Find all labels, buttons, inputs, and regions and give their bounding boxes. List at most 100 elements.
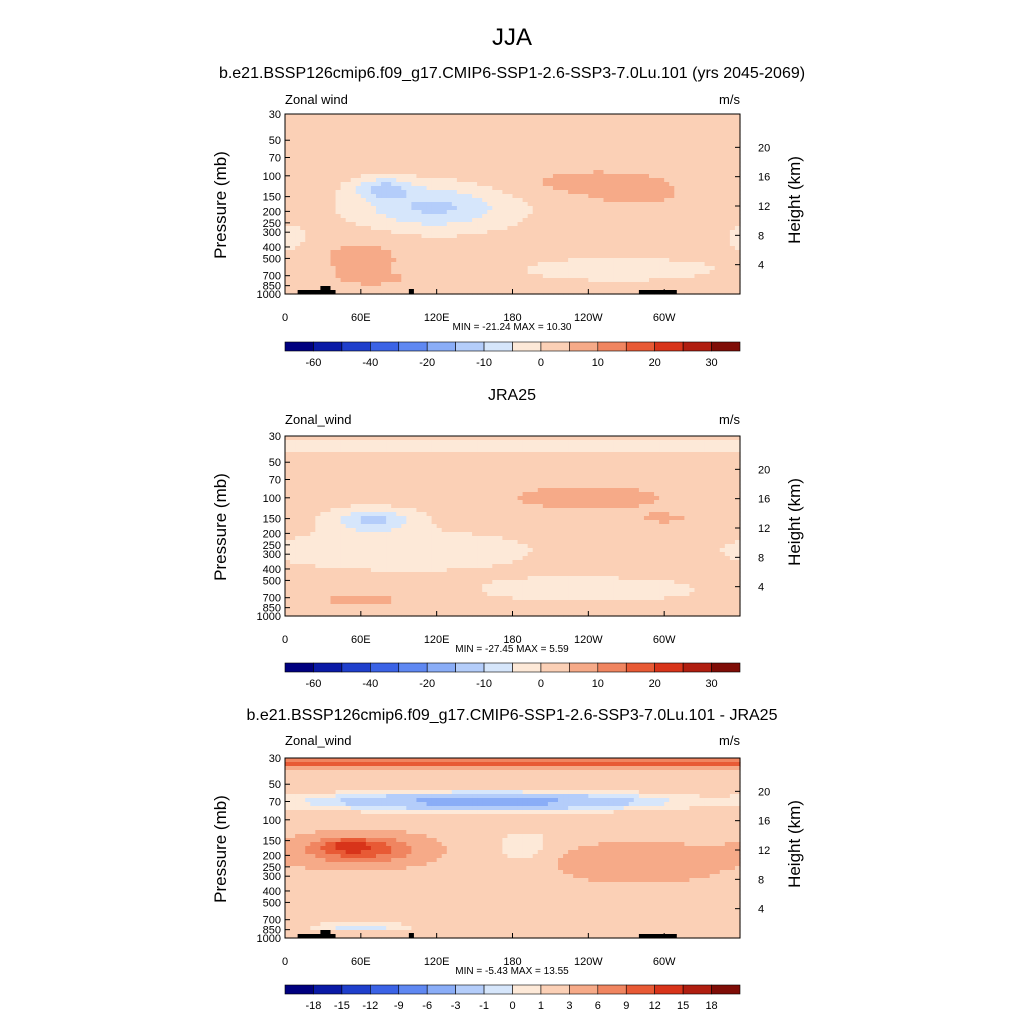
contour-cell (613, 130, 620, 135)
contour-cell (325, 452, 332, 457)
contour-cell (628, 190, 635, 195)
contour-cell (502, 194, 509, 199)
contour-cell (578, 174, 584, 179)
contour-cell (502, 250, 509, 255)
contour-cell (669, 142, 675, 147)
contour-cell (674, 210, 680, 215)
contour-cell (315, 266, 321, 271)
contour-cell (492, 468, 498, 473)
contour-cell (674, 190, 680, 195)
contour-cell (532, 286, 539, 291)
contour-cell (628, 464, 635, 469)
contour-cell (694, 468, 701, 473)
contour-cell (436, 274, 443, 279)
contour-cell (421, 286, 428, 291)
contour-cell (512, 206, 519, 211)
contour-cell (552, 226, 559, 231)
contour-cell (340, 162, 347, 167)
contour-cell (638, 444, 645, 449)
contour-cell (360, 114, 367, 119)
contour-cell (694, 166, 701, 171)
contour-cell (472, 258, 478, 263)
contour-cell (295, 274, 301, 279)
contour-cell (633, 182, 640, 187)
contour-cell (315, 258, 321, 263)
contour-cell (492, 198, 498, 203)
contour-cell (461, 452, 468, 457)
y-tick-label: 700 (263, 271, 281, 283)
contour-cell (628, 174, 635, 179)
contour-cell (618, 282, 625, 287)
contour-cell (436, 134, 443, 139)
contour-cell (734, 448, 741, 453)
contour-cell (350, 182, 357, 187)
contour-cell (689, 242, 696, 247)
contour-cell (386, 234, 392, 239)
contour-cell (598, 194, 605, 199)
contour-cell (406, 270, 412, 275)
contour-cell (350, 234, 357, 239)
contour-cell (623, 238, 630, 243)
contour-cell (305, 114, 311, 119)
contour-cell (381, 114, 387, 119)
contour-cell (431, 468, 438, 473)
contour-cell (441, 214, 448, 219)
contour-cell (376, 238, 382, 243)
contour-cell (517, 130, 524, 135)
contour-cell (684, 250, 691, 255)
contour-cell (325, 468, 332, 473)
contour-cell (502, 142, 509, 147)
contour-cell (719, 218, 726, 223)
contour-cell (290, 226, 296, 231)
contour-cell (365, 254, 372, 259)
contour-cell (467, 206, 473, 211)
contour-cell (487, 194, 493, 199)
contour-cell (573, 456, 579, 461)
contour-cell (664, 230, 670, 235)
contour-cell (365, 448, 372, 453)
contour-cell (558, 460, 564, 465)
contour-cell (729, 210, 736, 215)
contour-cell (310, 202, 316, 207)
contour-cell (588, 210, 594, 215)
contour-cell (477, 290, 483, 295)
contour-cell (497, 448, 503, 453)
contour-cell (396, 460, 402, 465)
contour-cell (376, 150, 382, 155)
contour-cell (295, 222, 301, 227)
contour-cell (674, 234, 680, 239)
contour-cell (547, 452, 554, 457)
contour-cell (537, 158, 544, 163)
contour-cell (300, 206, 306, 211)
contour-cell (603, 210, 610, 215)
contour-cell (704, 222, 711, 227)
contour-cell (365, 464, 372, 469)
contour-cell (689, 194, 696, 199)
contour-cell (370, 122, 377, 127)
contour-cell (563, 282, 569, 287)
contour-cell (492, 150, 498, 155)
contour-cell (335, 158, 342, 163)
contour-cell (386, 146, 392, 151)
contour-cell (583, 444, 589, 449)
contour-cell (285, 266, 291, 271)
contour-cell (436, 278, 443, 283)
contour-cell (674, 118, 680, 123)
contour-cell (325, 154, 332, 159)
contour-cell (290, 134, 296, 139)
contour-cell (487, 146, 493, 151)
contour-cell (517, 154, 524, 159)
contour-cell (517, 464, 524, 469)
contour-cell (568, 138, 574, 143)
contour-cell (441, 210, 448, 215)
contour-cell (350, 274, 357, 279)
contour-cell (674, 464, 680, 469)
contour-cell (436, 190, 443, 195)
contour-cell (345, 218, 352, 223)
contour-cell (461, 472, 468, 477)
contour-cell (527, 290, 534, 295)
contour-cell (451, 468, 458, 473)
contour-cell (573, 134, 579, 139)
contour-cell (593, 146, 600, 151)
contour-cell (674, 194, 680, 199)
